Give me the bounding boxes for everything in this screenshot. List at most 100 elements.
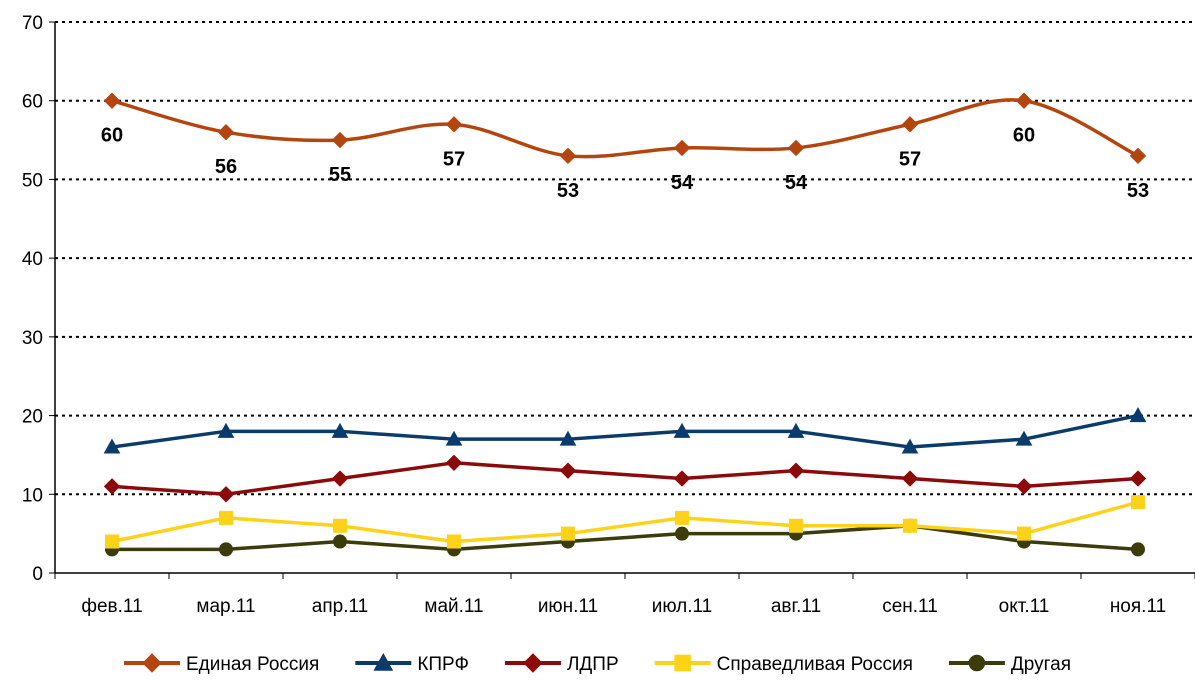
legend: Единая Россия КПРФ ЛДПР Справедливая Россия…: [124, 652, 1071, 675]
data-point: [331, 131, 349, 149]
data-point: [559, 147, 577, 165]
data-point: [901, 116, 919, 133]
x-tick-label: апр.11: [312, 596, 368, 617]
legend-item: Единая Россия: [124, 653, 319, 675]
data-labels: 60 56 55 57 53 54 54 57 60 53: [101, 125, 1149, 202]
x-tick-label: май.11: [424, 596, 483, 617]
data-point: [1015, 478, 1033, 495]
y-axis-ticks: 0 10 20 30 40 50 60 70: [22, 13, 55, 585]
data-point: [559, 462, 577, 479]
legend-label: ЛДПР: [567, 654, 619, 675]
data-label: 57: [899, 148, 921, 170]
data-point: [673, 422, 691, 438]
legend-item: КПРФ: [355, 652, 469, 675]
legend-item: Другая: [948, 654, 1071, 675]
data-label: 54: [785, 172, 808, 194]
data-point: [445, 116, 463, 133]
data-label: 53: [557, 180, 579, 202]
data-point: [105, 534, 119, 549]
legend-label: Справедливая Россия: [717, 654, 913, 675]
data-point: [789, 518, 803, 533]
data-point: [787, 139, 805, 157]
x-tick-label: авг.11: [771, 596, 821, 617]
x-tick-label: окт.11: [999, 596, 1050, 617]
data-label: 55: [329, 164, 351, 186]
legend-item: Справедливая Россия: [654, 654, 913, 675]
legend-marker: [674, 654, 691, 672]
data-point: [675, 526, 689, 541]
data-point: [901, 438, 919, 454]
data-point: [675, 510, 689, 525]
data-point: [445, 430, 463, 446]
data-point: [217, 123, 235, 141]
data-point: [1015, 92, 1033, 109]
data-label: 53: [1127, 180, 1149, 202]
data-point: [1129, 470, 1147, 487]
data-point: [1131, 495, 1145, 510]
x-tick-label: фев.11: [81, 596, 142, 617]
data-point: [333, 518, 347, 533]
legend-item: ЛДПР: [504, 653, 619, 675]
data-label: 60: [1013, 125, 1035, 147]
y-tick-label: 70: [22, 13, 43, 34]
series-line: [112, 524, 1139, 552]
data-point: [219, 542, 233, 557]
series-line: [111, 461, 1139, 497]
x-tick-label: ноя.11: [1110, 596, 1166, 617]
legend-marker: [968, 654, 986, 672]
legend-label: КПРФ: [417, 654, 469, 675]
y-tick-label: 20: [22, 407, 43, 428]
series-line: [111, 413, 1139, 449]
y-tick-label: 50: [22, 170, 43, 191]
data-label: 56: [215, 156, 237, 178]
data-point: [331, 470, 349, 487]
data-point: [333, 534, 347, 549]
legend-label: Единая Россия: [186, 654, 319, 675]
series-line: [111, 98, 1139, 159]
gridlines: [55, 21, 1195, 496]
data-point: [903, 518, 917, 533]
data-point: [331, 422, 349, 438]
legend-marker: [373, 652, 394, 671]
y-tick-label: 40: [22, 249, 43, 270]
legend-marker: [523, 653, 543, 673]
data-point: [559, 430, 577, 446]
data-point: [103, 92, 121, 109]
data-label: 60: [101, 125, 123, 147]
y-tick-label: 10: [22, 485, 43, 506]
data-label: 57: [443, 148, 465, 170]
y-tick-label: 60: [22, 92, 43, 113]
data-point: [1015, 430, 1033, 446]
data-point: [103, 438, 121, 454]
data-point: [1129, 407, 1147, 423]
y-tick-label: 30: [22, 328, 43, 349]
x-axis-ticks: фев.11 мар.11 апр.11 май.11 июн.11 июл.11 авг.…: [54, 573, 1195, 617]
data-point: [673, 139, 691, 157]
legend-marker: [142, 653, 162, 673]
data-point: [787, 462, 805, 479]
x-tick-label: июл.11: [652, 596, 713, 617]
series-line: [111, 500, 1139, 544]
data-point: [219, 510, 233, 525]
data-point: [1131, 542, 1145, 557]
series: [103, 92, 1147, 165]
series: [105, 495, 1145, 549]
data-point: [787, 422, 805, 438]
data-label: 54: [671, 172, 694, 194]
data-point: [673, 470, 691, 487]
data-point: [217, 422, 235, 438]
series: [103, 407, 1147, 454]
x-tick-label: июн.11: [538, 596, 598, 617]
data-point: [1017, 526, 1031, 541]
data-point: [217, 486, 235, 503]
data-point: [561, 526, 575, 541]
series-group: [103, 92, 1147, 557]
data-point: [445, 454, 463, 472]
data-point: [901, 470, 919, 487]
y-tick-label: 0: [32, 564, 43, 585]
x-tick-label: мар.11: [196, 596, 255, 617]
x-tick-label: сен.11: [882, 596, 938, 617]
data-point: [447, 534, 461, 549]
data-point: [1129, 147, 1147, 165]
